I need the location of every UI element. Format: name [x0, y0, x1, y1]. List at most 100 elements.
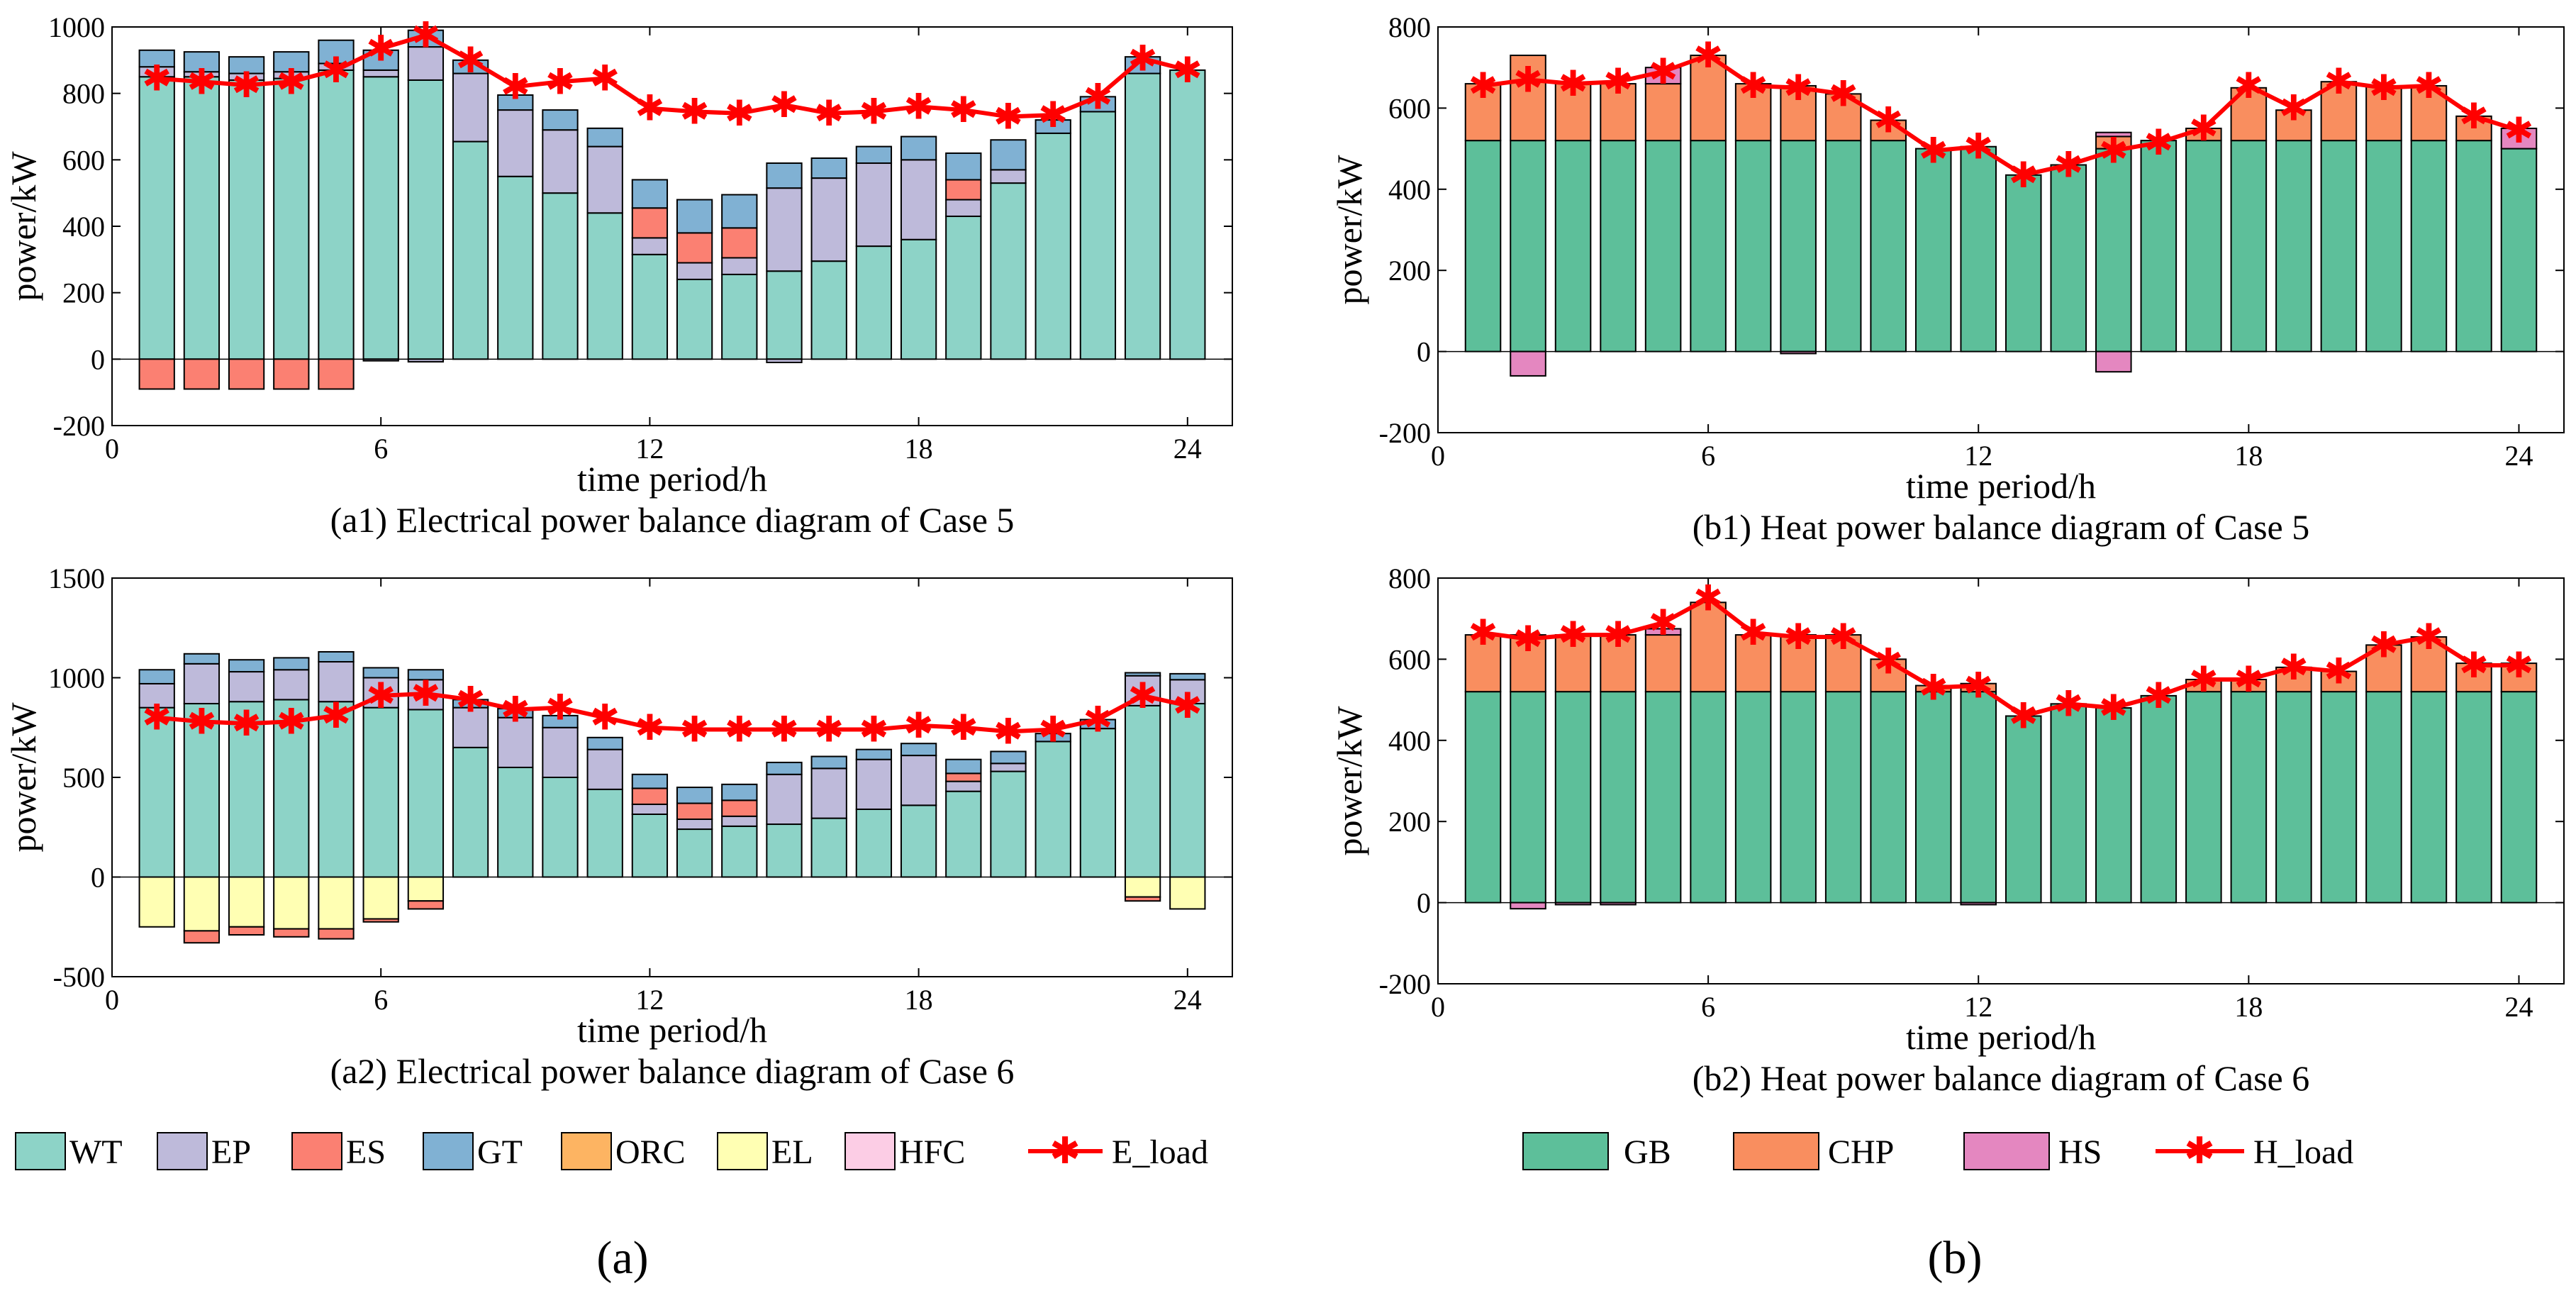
bar-ep [586, 748, 623, 790]
bar-neg-el [1124, 876, 1161, 898]
bar-gb [1960, 691, 1997, 904]
y-axis-label: power/kW [1329, 706, 1369, 856]
bar-gt [362, 667, 399, 679]
bar-gt [542, 109, 579, 131]
bar-ep [542, 726, 579, 778]
x-axis-label: time period/h [1906, 466, 2096, 506]
legend-label-hfc: HFC [899, 1133, 965, 1171]
bar-chp [1644, 634, 1682, 693]
load-point: ✱ [1083, 77, 1113, 116]
bar-gt [138, 669, 175, 684]
bar-gt [855, 145, 893, 165]
bar-gb [2455, 691, 2492, 904]
bar-gb [1914, 148, 1952, 353]
bar-gt [766, 162, 803, 189]
bar-gb [2095, 148, 2132, 353]
bar-wt [273, 77, 310, 360]
legend-swatch-gt [423, 1132, 474, 1170]
load-point: ✱ [1038, 710, 1068, 750]
bar-ep [676, 262, 713, 280]
bar-gb [1824, 691, 1862, 904]
bar-wt [497, 766, 534, 878]
legend-swatch-gb [1522, 1132, 1609, 1170]
y-tick-label: 800 [62, 78, 105, 110]
legend-marker-e-load: ✱ [1049, 1131, 1081, 1172]
bar-gb [2050, 703, 2087, 904]
load-point: ✱ [2504, 111, 2534, 150]
bar-neg-es [407, 900, 445, 910]
bar-wt [452, 140, 489, 360]
bar-wt [990, 770, 1027, 878]
bar-wt [183, 76, 221, 360]
bar-gb [1690, 140, 1727, 353]
bar-wt [1169, 69, 1206, 360]
legend-swatch-chp [1733, 1132, 1819, 1170]
legend-label-el: EL [771, 1133, 813, 1171]
y-tick-label: 600 [1388, 92, 1431, 124]
y-tick-label: 400 [1388, 174, 1431, 206]
bar-gb [2140, 694, 2178, 904]
load-point: ✱ [725, 710, 754, 750]
legend-swatch-ep [157, 1132, 208, 1170]
bar-wt [452, 746, 489, 878]
load-point: ✱ [366, 28, 396, 68]
chart-subtitle: (b1) Heat power balance diagram of Case … [1693, 507, 2309, 547]
bar-ep [721, 815, 758, 827]
legend-label-chp: CHP [1828, 1133, 1894, 1171]
bar-ep [855, 758, 893, 810]
load-point: ✱ [321, 50, 351, 90]
bar-ep [542, 129, 579, 194]
legend-label-e-load: E_load [1112, 1133, 1208, 1171]
y-tick-label: 600 [62, 144, 105, 176]
x-tick-label: 6 [374, 433, 388, 465]
bar-chp [1690, 55, 1727, 142]
load-point: ✱ [277, 62, 306, 101]
bar-gb [1644, 691, 1682, 904]
bar-wt [810, 817, 847, 878]
bar-wt [542, 192, 579, 360]
bar-chp [1554, 634, 1592, 693]
bar-ep [766, 187, 803, 272]
load-point: ✱ [635, 708, 664, 748]
bar-wt [1035, 740, 1071, 878]
load-point: ✱ [2053, 684, 2083, 723]
y-tick-label: 0 [1417, 336, 1431, 368]
bar-ep [900, 159, 937, 240]
load-point: ✱ [635, 89, 664, 128]
load-point: ✱ [1829, 617, 1858, 657]
bar-gb [1780, 691, 1817, 904]
load-point: ✱ [1873, 101, 1903, 140]
bar-ep [586, 145, 623, 214]
bar-ep [945, 199, 982, 217]
load-point: ✱ [2143, 123, 2173, 162]
load-point: ✱ [769, 85, 799, 125]
load-point: ✱ [2234, 66, 2263, 106]
bar-wt [945, 215, 982, 360]
y-axis-label: power/kW [4, 702, 43, 853]
bar-gt [183, 51, 221, 73]
bar-wt [945, 790, 982, 878]
bar-neg-es [183, 930, 221, 944]
load-point: ✱ [545, 62, 575, 101]
load-point: ✱ [277, 701, 306, 741]
legend-swatch-orc [561, 1132, 612, 1170]
bar-ep [407, 46, 445, 81]
chart-subtitle: (a2) Electrical power balance diagram of… [330, 1051, 1015, 1091]
bar-es [721, 799, 758, 817]
load-point: ✱ [1173, 686, 1203, 726]
load-point: ✱ [993, 96, 1023, 136]
load-point: ✱ [232, 65, 262, 105]
load-point: ✱ [411, 674, 440, 714]
load-point: ✱ [769, 710, 799, 750]
bar-gt [1035, 119, 1071, 134]
y-tick-label: 1000 [48, 11, 105, 43]
x-tick-label: 18 [905, 984, 933, 1016]
load-point: ✱ [949, 708, 978, 748]
load-point: ✱ [1559, 64, 1588, 104]
load-point: ✱ [1468, 66, 1498, 106]
load-point: ✱ [1693, 579, 1723, 619]
load-point: ✱ [2234, 660, 2263, 699]
y-tick-label: 600 [1388, 643, 1431, 675]
load-point: ✱ [2369, 68, 2399, 108]
